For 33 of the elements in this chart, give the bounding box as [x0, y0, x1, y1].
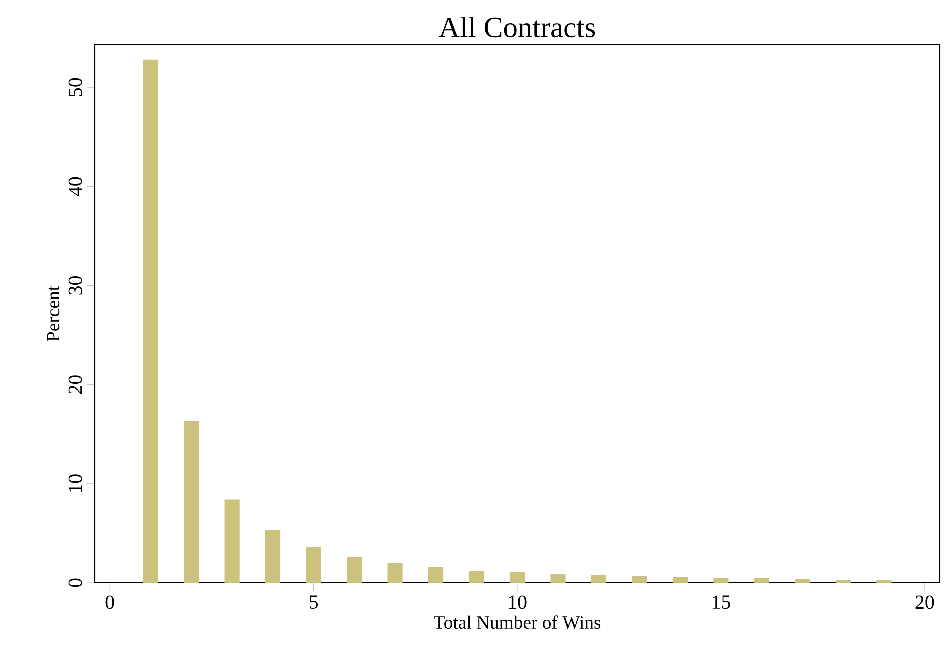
- bar: [266, 530, 281, 583]
- x-tick-label: 15: [712, 596, 730, 610]
- y-tick-label: 20: [68, 376, 82, 394]
- x-axis-title: Total Number of Wins: [434, 616, 601, 630]
- chart-title: All Contracts: [439, 16, 596, 38]
- bar: [469, 571, 484, 583]
- bar: [143, 60, 158, 583]
- bar: [795, 579, 810, 583]
- bar: [224, 500, 240, 583]
- y-tick-label: 30: [68, 276, 82, 295]
- y-tick-label: 40: [68, 177, 82, 196]
- bar: [672, 577, 688, 583]
- bar: [754, 578, 770, 583]
- bar: [388, 563, 403, 583]
- x-tick-label: 20: [916, 596, 934, 610]
- y-axis-title: Percent: [47, 286, 60, 342]
- bar: [550, 574, 566, 583]
- bar: [876, 580, 892, 583]
- bar: [306, 547, 322, 583]
- x-tick-label: 5: [310, 596, 318, 609]
- bar: [184, 421, 200, 583]
- y-tick-label: 10: [68, 474, 82, 492]
- bar: [836, 580, 851, 583]
- bar: [346, 557, 362, 583]
- y-tick-label: 50: [68, 78, 82, 96]
- bar: [510, 572, 526, 583]
- bar: [428, 567, 444, 583]
- bar: [591, 575, 607, 583]
- y-tick-label: 0: [68, 578, 82, 588]
- bar: [714, 578, 729, 583]
- x-tick-label: 0: [106, 596, 114, 610]
- bar: [632, 576, 648, 583]
- x-tick-label: 10: [509, 596, 527, 610]
